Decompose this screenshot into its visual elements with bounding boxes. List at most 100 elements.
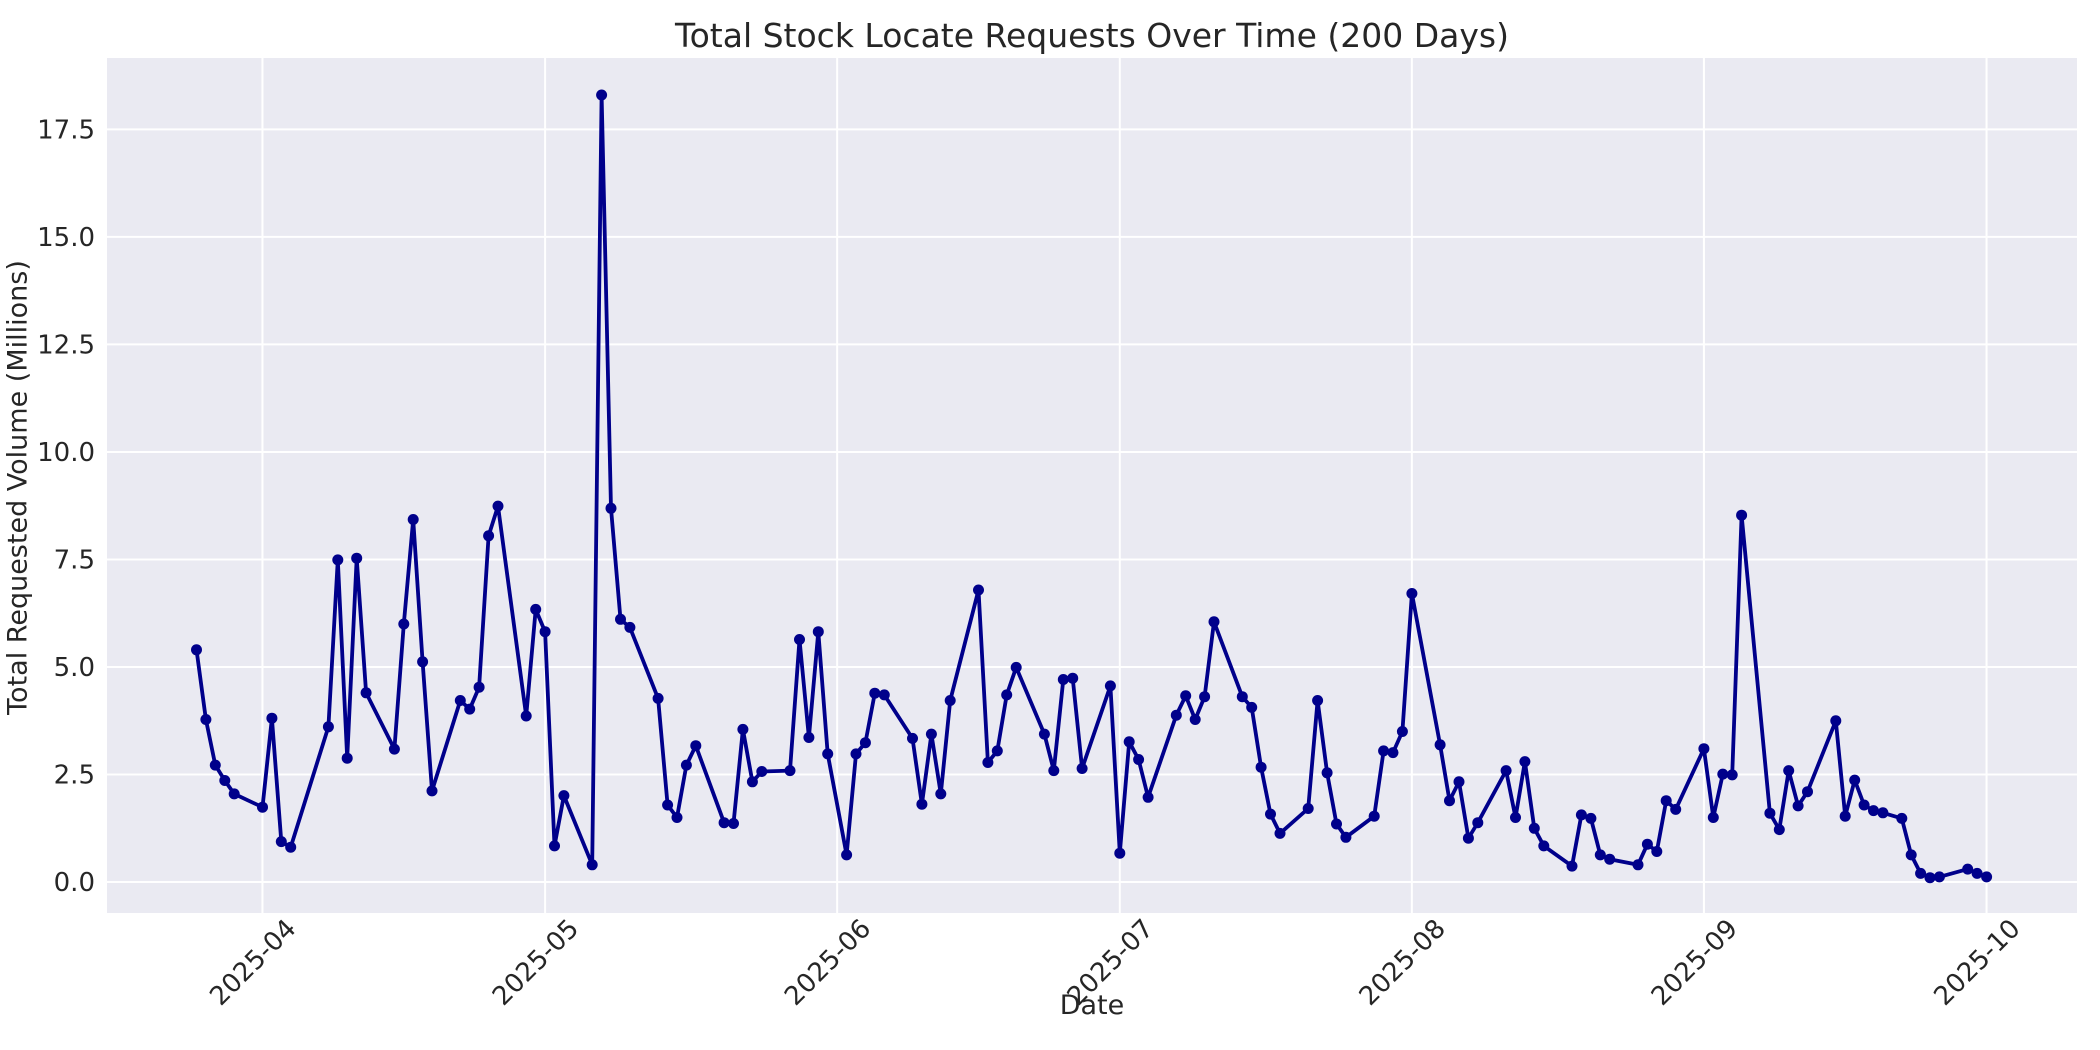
data-point: [1962, 863, 1974, 875]
data-point: [1312, 695, 1324, 706]
data-point: [1067, 672, 1079, 684]
data-point: [859, 737, 871, 749]
data-point: [332, 554, 344, 566]
data-point: [1170, 709, 1182, 721]
data-point: [1104, 680, 1116, 692]
data-point: [1773, 824, 1785, 836]
data-point: [662, 799, 674, 811]
data-point: [1010, 661, 1022, 673]
data-point: [1783, 765, 1795, 777]
data-point: [1641, 838, 1653, 850]
data-point: [690, 740, 702, 752]
data-point: [1265, 808, 1276, 820]
data-point: [1274, 827, 1286, 839]
data-point: [624, 621, 636, 633]
data-point: [1038, 728, 1050, 740]
data-point: [1500, 765, 1512, 777]
data-point: [680, 759, 692, 771]
data-point: [878, 689, 890, 701]
data-point: [1123, 736, 1135, 748]
data-point: [1321, 767, 1333, 779]
data-point: [916, 798, 928, 810]
data-point: [1764, 807, 1776, 819]
data-point: [991, 745, 1003, 757]
data-point: [1585, 812, 1597, 824]
data-point: [973, 584, 984, 596]
data-point: [1387, 747, 1399, 759]
data-point: [925, 728, 937, 740]
data-point: [907, 732, 918, 744]
data-point: [1406, 588, 1418, 599]
data-point: [944, 695, 956, 706]
data-point: [1792, 800, 1804, 812]
y-tick-labels: 0.0 2.5 5.0 7.5 10.0 12.5 15.0 17.5: [37, 115, 95, 898]
data-point: [558, 790, 570, 802]
data-point: [746, 776, 758, 788]
data-point: [407, 514, 419, 525]
data-point: [1236, 691, 1248, 703]
data-point: [1057, 674, 1069, 685]
data-point: [1670, 803, 1682, 815]
data-point: [728, 818, 739, 829]
data-point: [615, 613, 626, 625]
data-point: [1208, 616, 1220, 628]
y-tick-label: 7.5: [54, 545, 95, 575]
data-point: [1858, 799, 1870, 811]
data-point: [1632, 859, 1644, 871]
data-point: [1924, 872, 1936, 884]
data-point: [219, 775, 231, 786]
data-point: [549, 840, 560, 852]
data-point: [464, 703, 476, 715]
data-point: [1868, 805, 1879, 817]
data-point: [935, 788, 947, 800]
data-point: [605, 502, 617, 514]
data-point: [200, 714, 212, 725]
data-point: [1189, 714, 1201, 725]
data-point: [341, 752, 353, 764]
data-point: [1378, 745, 1390, 757]
chart-title: Total Stock Locate Requests Over Time (2…: [675, 16, 1509, 55]
data-point: [1255, 761, 1267, 773]
data-point: [539, 626, 551, 638]
y-tick-label: 10.0: [37, 438, 95, 468]
data-point: [1444, 795, 1455, 807]
data-point: [596, 89, 608, 101]
data-point: [784, 765, 796, 777]
y-tick-label: 12.5: [37, 330, 95, 360]
data-point: [1246, 701, 1258, 713]
data-point: [1434, 739, 1446, 751]
data-point: [841, 849, 853, 861]
data-point: [1331, 818, 1342, 830]
data-point: [869, 687, 881, 699]
data-point: [1133, 754, 1145, 765]
y-tick-label: 0.0: [54, 868, 95, 898]
data-point: [812, 626, 824, 638]
data-point: [285, 841, 297, 853]
data-point: [275, 836, 287, 848]
data-point: [1698, 743, 1710, 755]
data-point: [266, 712, 278, 724]
data-point: [209, 759, 221, 771]
data-point: [1114, 847, 1126, 859]
data-point: [1981, 871, 1993, 883]
data-point: [1453, 776, 1465, 788]
data-point: [1839, 810, 1851, 822]
data-point: [257, 801, 268, 813]
data-point: [191, 644, 202, 656]
data-point: [360, 687, 372, 699]
data-point: [492, 500, 504, 512]
data-point: [1877, 807, 1889, 819]
data-point: [1538, 840, 1550, 852]
data-point: [1199, 691, 1211, 703]
data-point: [982, 757, 994, 768]
y-axis-label: Total Requested Volume (Millions): [2, 260, 34, 715]
data-point: [1707, 812, 1719, 823]
data-point: [351, 552, 363, 564]
data-point: [520, 710, 532, 722]
data-point: [483, 530, 495, 542]
data-point: [1048, 765, 1060, 777]
data-point: [671, 812, 683, 823]
data-point: [1566, 860, 1578, 872]
data-point: [822, 748, 834, 760]
